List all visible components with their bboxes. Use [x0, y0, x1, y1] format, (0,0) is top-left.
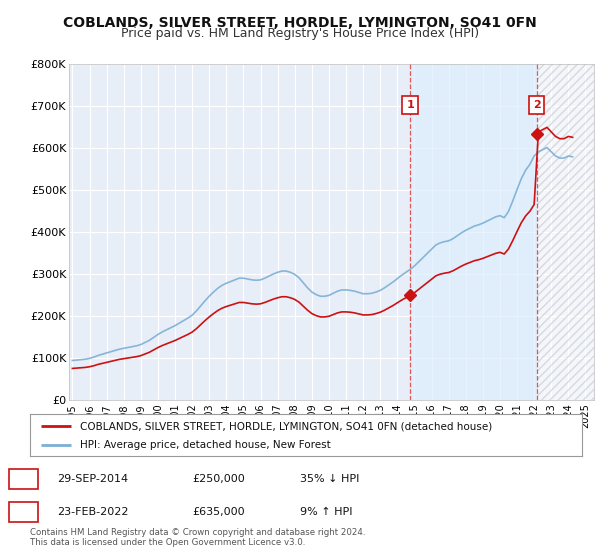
Text: Contains HM Land Registry data © Crown copyright and database right 2024.
This d: Contains HM Land Registry data © Crown c… [30, 528, 365, 547]
Text: 35% ↓ HPI: 35% ↓ HPI [300, 474, 359, 484]
Bar [537, 64, 594, 400]
Text: £635,000: £635,000 [192, 507, 245, 517]
Bar [410, 64, 537, 400]
Text: 2: 2 [533, 100, 541, 110]
Text: COBLANDS, SILVER STREET, HORDLE, LYMINGTON, SO41 0FN: COBLANDS, SILVER STREET, HORDLE, LYMINGT… [63, 16, 537, 30]
Text: Price paid vs. HM Land Registry's House Price Index (HPI): Price paid vs. HM Land Registry's House … [121, 27, 479, 40]
Text: 2: 2 [20, 507, 27, 517]
Text: 23-FEB-2022: 23-FEB-2022 [57, 507, 128, 517]
Bar [537, 64, 594, 400]
Text: 1: 1 [406, 100, 414, 110]
Text: 9% ↑ HPI: 9% ↑ HPI [300, 507, 353, 517]
Text: £250,000: £250,000 [192, 474, 245, 484]
Text: 29-SEP-2014: 29-SEP-2014 [57, 474, 128, 484]
Text: 1: 1 [20, 474, 27, 484]
Text: COBLANDS, SILVER STREET, HORDLE, LYMINGTON, SO41 0FN (detached house): COBLANDS, SILVER STREET, HORDLE, LYMINGT… [80, 421, 492, 431]
Text: HPI: Average price, detached house, New Forest: HPI: Average price, detached house, New … [80, 440, 331, 450]
